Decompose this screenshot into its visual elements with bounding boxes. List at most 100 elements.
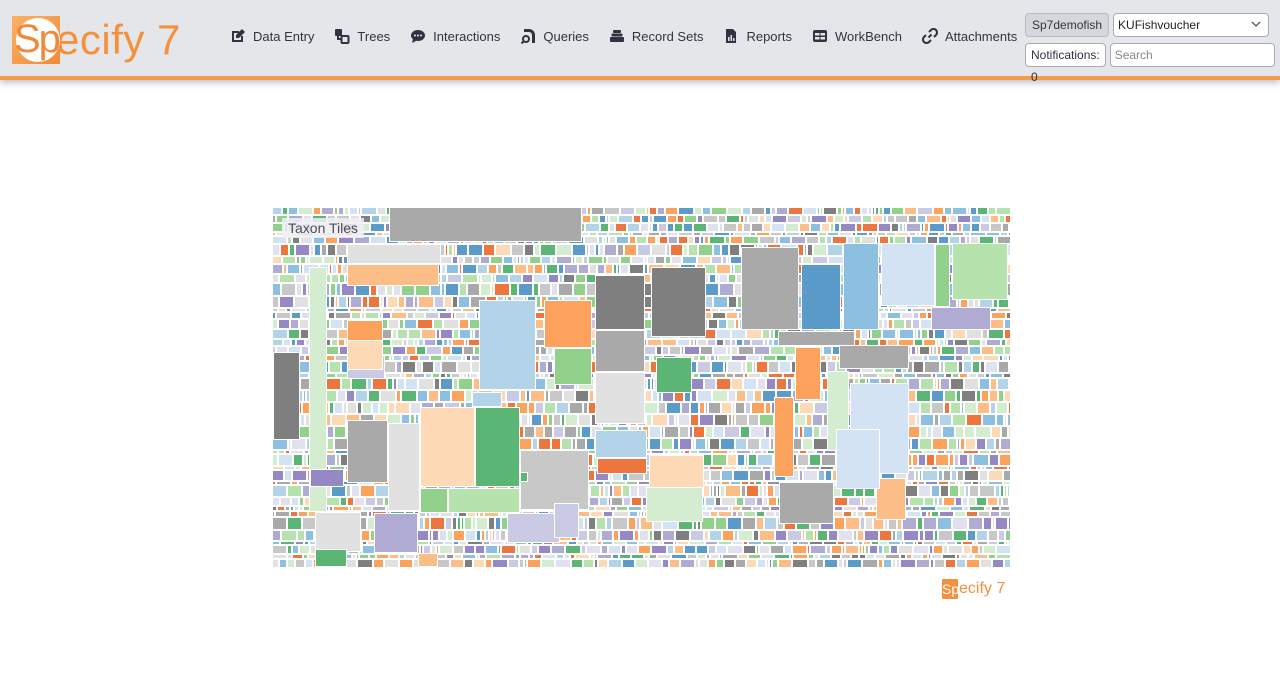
taxon-tile[interactable]: [665, 207, 678, 215]
taxon-tile[interactable]: [293, 454, 303, 466]
taxon-tile[interactable]: [879, 207, 883, 215]
taxon-tile[interactable]: [447, 355, 462, 361]
taxon-tile[interactable]: [999, 454, 1010, 466]
taxon-tile[interactable]: [768, 339, 773, 346]
taxon-tile[interactable]: [722, 256, 727, 264]
taxon-tile[interactable]: [913, 361, 924, 373]
taxon-tile[interactable]: [818, 232, 827, 236]
taxon-tile[interactable]: [538, 438, 551, 450]
taxon-tile[interactable]: [705, 497, 715, 506]
taxon-tile[interactable]: [561, 438, 572, 450]
taxon-tile[interactable]: [677, 339, 690, 346]
taxon-tile[interactable]: [883, 215, 887, 223]
taxon-tile[interactable]: [775, 530, 787, 541]
taxon-tile[interactable]: [361, 530, 370, 541]
taxon-tile[interactable]: [1000, 438, 1010, 450]
taxon-tile[interactable]: [272, 244, 280, 256]
taxon-tile[interactable]: [890, 545, 898, 554]
taxon-tile[interactable]: [619, 530, 634, 541]
taxon-tile[interactable]: [838, 530, 853, 541]
taxon-tile[interactable]: [700, 346, 713, 355]
taxon-tile[interactable]: [1002, 223, 1009, 232]
taxon-tile[interactable]: [709, 438, 720, 450]
taxon-tile[interactable]: [1007, 414, 1010, 426]
taxon-tile[interactable]: [436, 308, 447, 312]
taxon-tile[interactable]: [405, 373, 413, 378]
taxon-tile[interactable]: [693, 373, 699, 378]
taxon-tile[interactable]: [979, 378, 990, 390]
taxon-tile[interactable]: [1009, 256, 1010, 264]
taxon-tile[interactable]: [334, 426, 346, 438]
taxon-tile[interactable]: [750, 426, 765, 438]
taxon-tile[interactable]: [744, 373, 748, 378]
taxon-tile[interactable]: [272, 215, 276, 223]
taxon-tile[interactable]: [287, 517, 302, 530]
taxon-tile[interactable]: [730, 236, 743, 244]
taxon-tile[interactable]: [803, 207, 817, 215]
taxon-tile[interactable]: [472, 392, 502, 407]
taxon-tile[interactable]: [377, 207, 386, 215]
taxon-tile[interactable]: [514, 264, 527, 274]
taxon-tile[interactable]: [878, 223, 891, 232]
taxon-tile[interactable]: [861, 207, 868, 215]
taxon-tile[interactable]: [282, 256, 296, 264]
taxon-tile[interactable]: [852, 232, 856, 236]
taxon-tile[interactable]: [941, 346, 955, 355]
taxon-tile[interactable]: [1009, 223, 1010, 232]
taxon-tile[interactable]: [677, 215, 684, 223]
taxon-tile[interactable]: [862, 559, 878, 567]
taxon-tile[interactable]: [536, 296, 541, 308]
taxon-tile[interactable]: [771, 223, 785, 232]
taxon-tile[interactable]: [291, 339, 296, 346]
taxon-tile[interactable]: [554, 503, 579, 538]
taxon-tile[interactable]: [448, 488, 520, 513]
taxon-tile[interactable]: [480, 283, 491, 296]
taxon-tile[interactable]: [697, 361, 711, 373]
taxon-tile[interactable]: [725, 485, 741, 497]
taxon-tile[interactable]: [595, 330, 645, 372]
taxon-tile[interactable]: [981, 339, 986, 346]
taxon-tile[interactable]: [553, 426, 564, 438]
taxon-tile[interactable]: [667, 232, 678, 236]
taxon-tile[interactable]: [911, 346, 916, 355]
taxon-tile[interactable]: [599, 497, 608, 506]
taxon-tile[interactable]: [414, 296, 418, 308]
taxon-tile[interactable]: [421, 329, 436, 339]
taxon-tile[interactable]: [754, 390, 762, 402]
taxon-tile[interactable]: [708, 545, 716, 554]
taxon-tile[interactable]: [989, 319, 1004, 329]
taxon-tile[interactable]: [983, 517, 992, 530]
taxon-tile[interactable]: [298, 207, 313, 215]
taxon-tile[interactable]: [712, 390, 728, 402]
taxon-tile[interactable]: [272, 207, 282, 215]
taxon-tile[interactable]: [443, 339, 448, 346]
taxon-tile[interactable]: [764, 470, 771, 481]
taxon-tile[interactable]: [760, 438, 770, 450]
taxon-tile[interactable]: [996, 207, 1010, 215]
taxon-tile[interactable]: [589, 244, 595, 256]
taxon-tile[interactable]: [827, 215, 834, 223]
taxon-tile[interactable]: [301, 346, 309, 355]
taxon-tile[interactable]: [770, 232, 782, 236]
taxon-tile[interactable]: [661, 438, 673, 450]
taxon-tile[interactable]: [495, 274, 509, 283]
taxon-tile[interactable]: [831, 355, 837, 361]
taxon-tile[interactable]: [883, 319, 888, 329]
taxon-tile[interactable]: [826, 236, 832, 244]
taxon-tile[interactable]: [591, 207, 604, 215]
taxon-tile[interactable]: [693, 232, 701, 236]
taxon-tile[interactable]: [980, 559, 992, 567]
taxon-tile[interactable]: [376, 232, 383, 236]
taxon-tile[interactable]: [911, 438, 919, 450]
taxon-tile[interactable]: [832, 236, 847, 244]
taxon-tile[interactable]: [983, 545, 996, 554]
taxon-tile[interactable]: [413, 373, 425, 378]
taxon-tile[interactable]: [646, 487, 703, 522]
taxon-tile[interactable]: [362, 402, 372, 414]
taxon-tile[interactable]: [998, 361, 1009, 373]
taxon-tile[interactable]: [468, 244, 483, 256]
taxon-tile[interactable]: [952, 517, 968, 530]
taxon-tile[interactable]: [467, 373, 470, 378]
taxon-tile[interactable]: [507, 513, 560, 543]
taxon-tile[interactable]: [731, 346, 738, 355]
